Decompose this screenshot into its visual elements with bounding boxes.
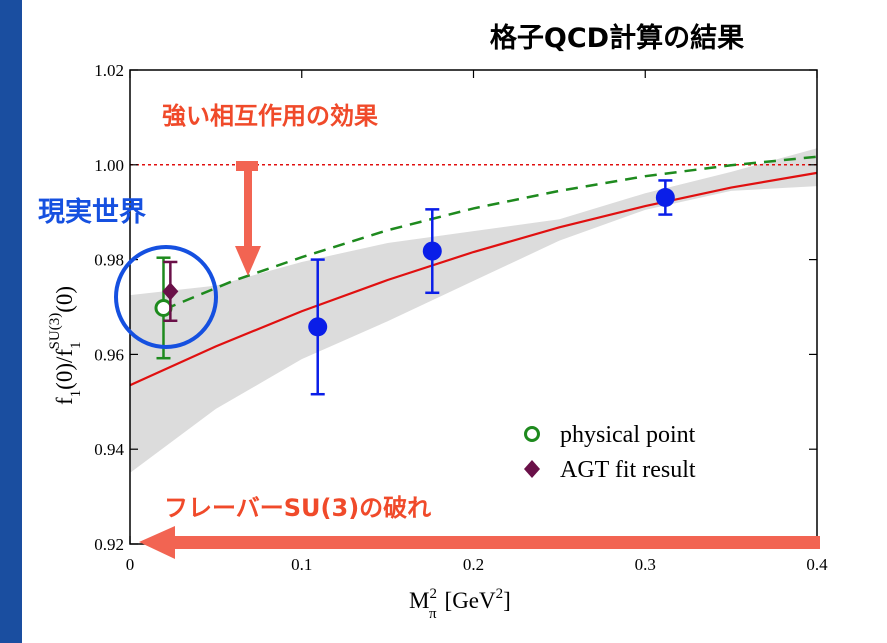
- dashed-curve: [163, 155, 818, 311]
- x-tick-label-2: 0.2: [463, 555, 484, 574]
- fit-curve: [129, 171, 818, 387]
- x-tick-label-0: 0: [126, 555, 135, 574]
- x-tick-label-1: 0.1: [291, 555, 312, 574]
- x-tick-label-4: 0.4: [806, 555, 828, 574]
- legend-marker-agt: [524, 460, 540, 478]
- side-bar: [0, 0, 22, 643]
- x-axis-title: M2 π[GeV2]: [409, 586, 511, 622]
- lattice-point-2: [655, 188, 675, 208]
- legend-label-physical: physical point: [560, 422, 696, 448]
- real-world-label: 現実世界: [38, 196, 146, 228]
- y-tick-label-0: 0.92: [94, 535, 124, 554]
- down-arrow: [235, 161, 261, 276]
- tick-layer: 0 0.1 0.2 0.3 0.4 0.92 0.94 0.96 0.98 1.00 1.02: [94, 61, 828, 574]
- lattice-point-0: [308, 317, 328, 337]
- real-world-circle: [114, 245, 218, 349]
- point-layer: [154, 179, 675, 396]
- flavor-breaking-label: フレーバーSU(3)の破れ: [164, 494, 431, 522]
- x-tick-label-3: 0.3: [635, 555, 656, 574]
- physical-point-marker: [154, 298, 173, 317]
- chart-title: 格子QCD計算の結果: [490, 22, 744, 54]
- y-axis-title: f1(0)/f1SU(3)(0): [47, 286, 84, 405]
- y-tick-label-1: 0.94: [94, 440, 124, 459]
- legend: physical point AGT fit result: [524, 422, 696, 483]
- legend-marker-physical: [524, 426, 540, 442]
- y-tick-label-5: 1.02: [94, 61, 124, 80]
- y-tick-label-2: 0.96: [94, 345, 124, 364]
- legend-label-agt: AGT fit result: [560, 457, 696, 483]
- strong-interaction-label: 強い相互作用の効果: [162, 102, 378, 130]
- y-tick-label-4: 1.00: [94, 156, 124, 175]
- left-arrow: [139, 526, 820, 559]
- lattice-point-1: [422, 241, 442, 261]
- error-band-layer: [130, 148, 817, 473]
- error-band: [130, 148, 817, 473]
- agt-point-marker: [162, 282, 179, 301]
- y-tick-label-3: 0.98: [94, 251, 124, 270]
